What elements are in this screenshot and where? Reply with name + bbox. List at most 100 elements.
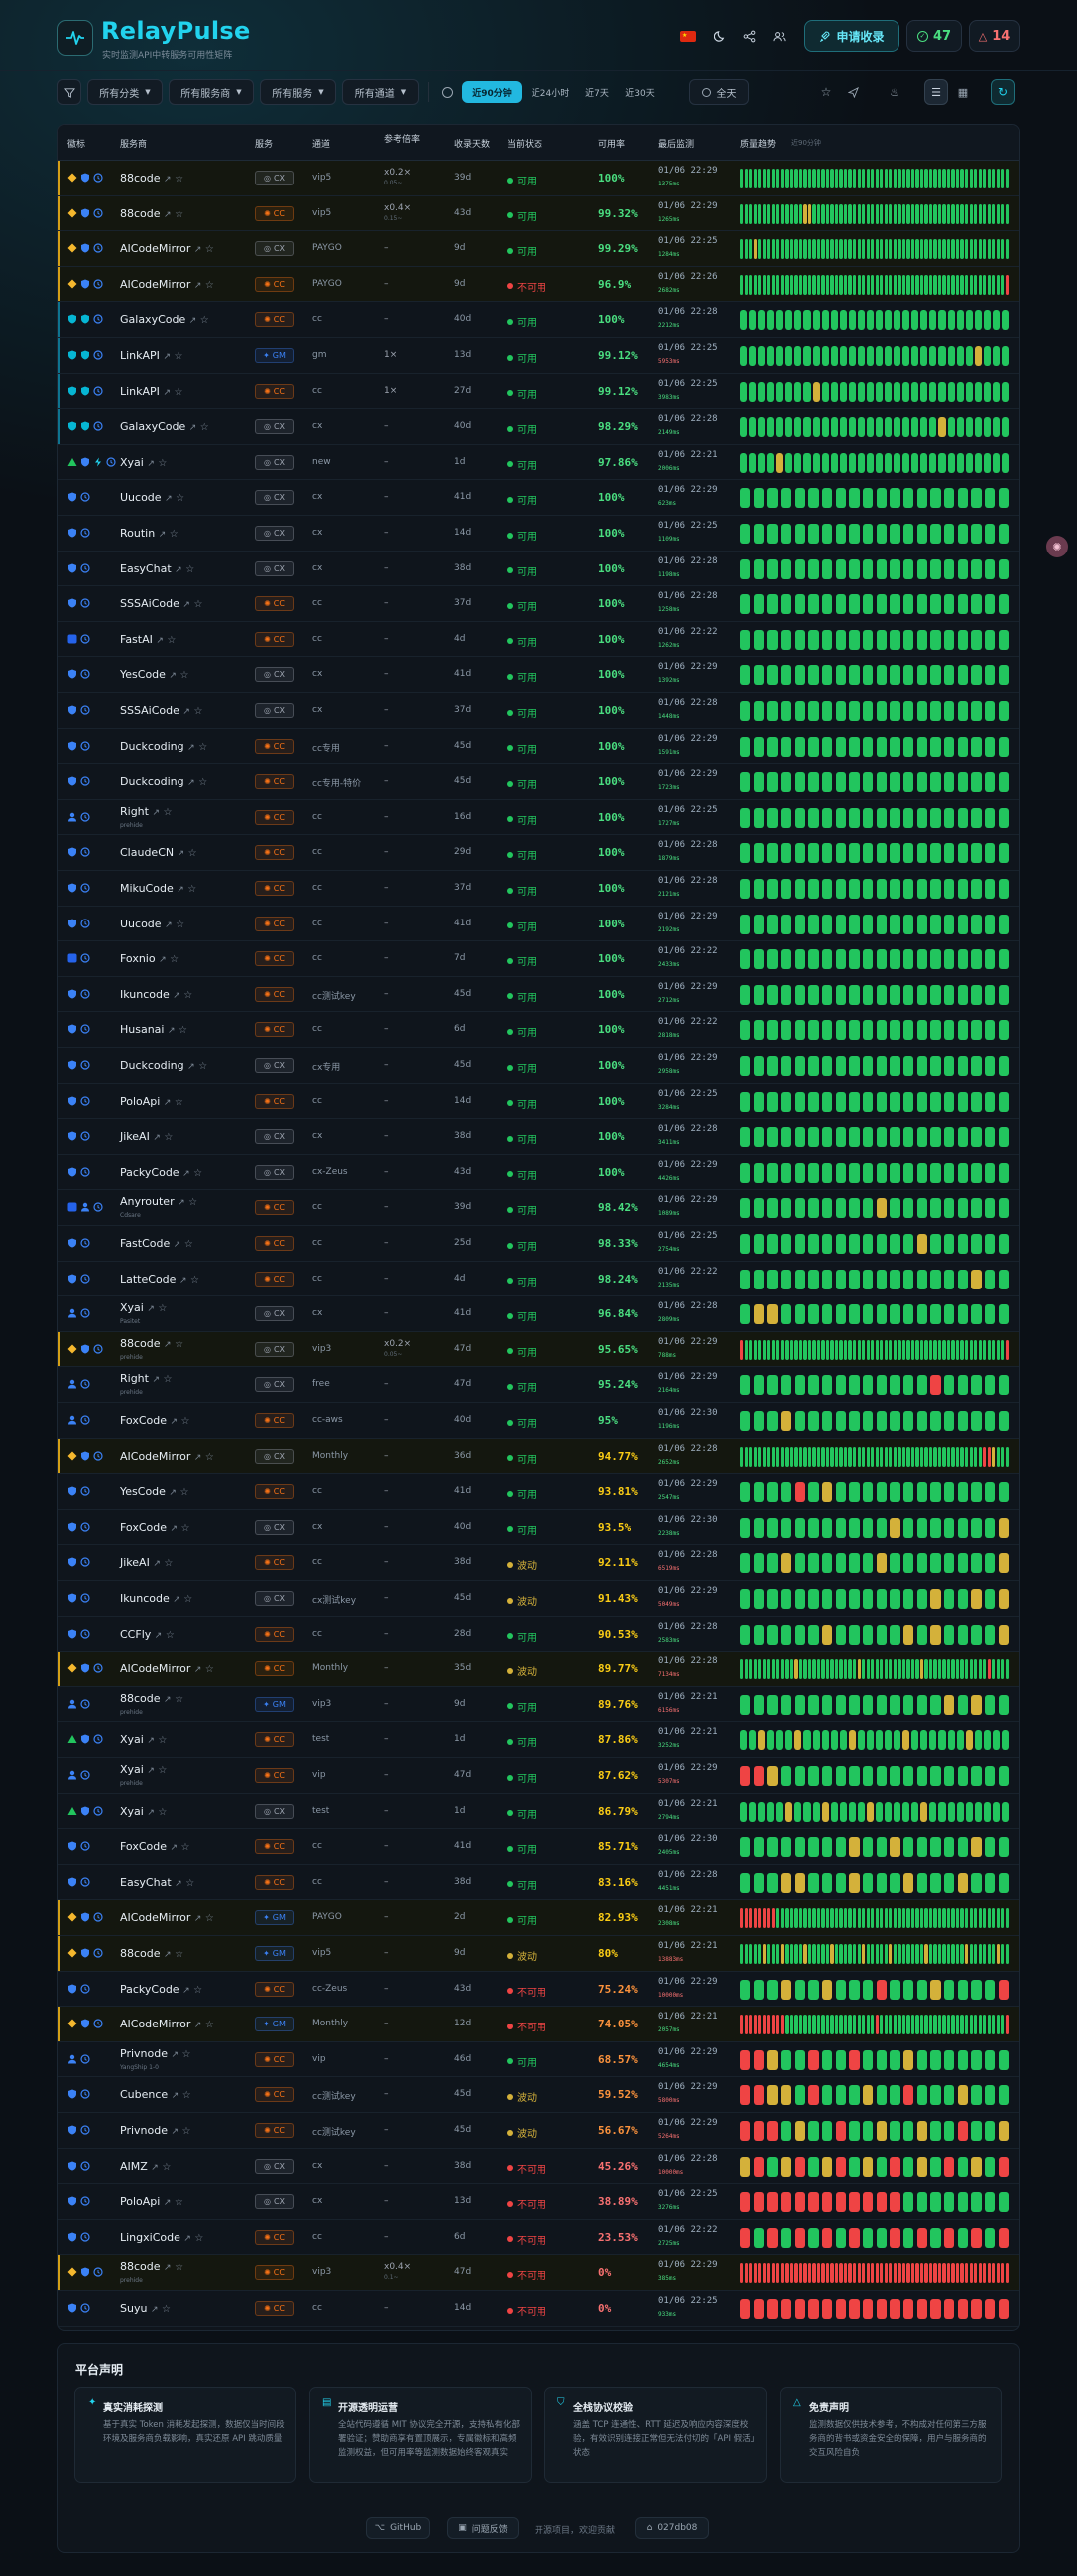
trend-bar[interactable] bbox=[808, 1056, 819, 1076]
trend-bar[interactable] bbox=[843, 203, 848, 224]
trend-bar[interactable] bbox=[965, 381, 973, 402]
trend-bar[interactable] bbox=[740, 629, 751, 650]
trend-bar[interactable] bbox=[876, 1234, 887, 1254]
trend-bar[interactable] bbox=[998, 629, 1009, 650]
trend-bar[interactable] bbox=[985, 843, 996, 864]
trend-bar[interactable] bbox=[803, 169, 807, 188]
trend-bar[interactable] bbox=[916, 1056, 927, 1076]
trend-bar[interactable] bbox=[906, 274, 910, 295]
favorite-star-icon[interactable]: ☆ bbox=[164, 1558, 174, 1570]
trend-bar[interactable] bbox=[971, 879, 982, 899]
trend-bar[interactable] bbox=[740, 1162, 751, 1183]
trend-bar[interactable] bbox=[998, 984, 1009, 1005]
trend-bar[interactable] bbox=[794, 1553, 805, 1574]
table-row[interactable]: AICodeMirror ↗ ☆ ✦ GM Monthly –12d 不可用 74.05% 0… bbox=[58, 2007, 1019, 2042]
trend-bar[interactable] bbox=[794, 1517, 805, 1538]
trend-bar[interactable] bbox=[992, 310, 1000, 331]
trend-bar[interactable] bbox=[807, 1908, 812, 1929]
trend-bar[interactable] bbox=[942, 2263, 946, 2284]
trend-bar[interactable] bbox=[781, 2156, 792, 2177]
trend-bar[interactable] bbox=[933, 1659, 937, 1680]
trend-bar[interactable] bbox=[947, 1730, 955, 1751]
trend-bar[interactable] bbox=[937, 2263, 942, 2284]
trend-bar[interactable] bbox=[740, 1411, 751, 1431]
trend-bar[interactable] bbox=[903, 701, 914, 721]
trend-bar[interactable] bbox=[957, 772, 968, 793]
external-link-icon[interactable]: ↗ bbox=[175, 564, 182, 575]
trend-bar[interactable] bbox=[978, 1944, 982, 1964]
external-link-icon[interactable]: ↗ bbox=[182, 600, 190, 611]
trend-bar[interactable] bbox=[749, 1339, 753, 1360]
trend-bar[interactable] bbox=[903, 843, 914, 864]
trend-bar[interactable] bbox=[822, 2156, 833, 2177]
trend-bar[interactable] bbox=[822, 1694, 833, 1715]
trend-bar[interactable] bbox=[789, 274, 794, 295]
trend-bar[interactable] bbox=[903, 949, 914, 970]
trend-bar[interactable] bbox=[767, 984, 778, 1005]
trend-bar[interactable] bbox=[822, 629, 833, 650]
trend-bar[interactable] bbox=[876, 843, 887, 864]
trend-bar[interactable] bbox=[898, 169, 901, 188]
trend-bar[interactable] bbox=[753, 1339, 757, 1360]
trend-bar[interactable] bbox=[839, 2015, 843, 2035]
col-badge[interactable]: 徽标 bbox=[67, 140, 86, 150]
trend-bar[interactable] bbox=[974, 1801, 982, 1822]
trend-bar[interactable] bbox=[916, 1837, 927, 1858]
trend-bar[interactable] bbox=[744, 1339, 748, 1360]
trend-bar[interactable] bbox=[983, 274, 987, 295]
trend-bar[interactable] bbox=[928, 1908, 933, 1929]
trend-bar[interactable] bbox=[911, 1801, 919, 1822]
trend-bar[interactable] bbox=[893, 169, 897, 188]
trend-bar[interactable] bbox=[771, 274, 775, 295]
trend-bar[interactable] bbox=[876, 1056, 887, 1076]
trend-bar[interactable] bbox=[807, 203, 812, 224]
trend-bar[interactable] bbox=[919, 2263, 924, 2284]
trend-bar[interactable] bbox=[835, 914, 846, 934]
trend-bar[interactable] bbox=[985, 2192, 996, 2213]
trend-bar[interactable] bbox=[871, 2015, 875, 2035]
trend-bar[interactable] bbox=[753, 843, 764, 864]
trend-bar[interactable] bbox=[780, 203, 784, 224]
provider-name[interactable]: SSSAiCode bbox=[120, 704, 180, 717]
trend-bar[interactable] bbox=[830, 1944, 834, 1964]
trend-bar[interactable] bbox=[808, 2049, 819, 2070]
trend-bar[interactable] bbox=[969, 169, 973, 188]
trend-bar[interactable] bbox=[785, 1339, 789, 1360]
trend-bar[interactable] bbox=[937, 1446, 942, 1467]
trend-bar[interactable] bbox=[915, 203, 919, 224]
external-link-icon[interactable]: ↗ bbox=[163, 352, 171, 362]
provider-name[interactable]: EasyChat bbox=[120, 561, 172, 575]
table-row[interactable]: 88code ↗ ☆ ◎ CX vip5 x0.2× 0.05~ 39d 可用 100% 01/0… bbox=[58, 161, 1019, 196]
trend-bar[interactable] bbox=[985, 2085, 996, 2106]
provider-name[interactable]: Xyai bbox=[120, 1733, 144, 1747]
table-row[interactable]: AIMZ ↗ ☆ ◎ CX cx –38d 不可用 45.26% 01/06 22:28 100… bbox=[58, 2149, 1019, 2185]
trend-bar[interactable] bbox=[957, 914, 968, 934]
trend-bar[interactable] bbox=[890, 736, 900, 757]
trend-bar[interactable] bbox=[853, 274, 857, 295]
trend-bar[interactable] bbox=[871, 274, 875, 295]
table-row[interactable]: MikuCode ↗ ☆ ✺ CC cc –37d 可用 100% 01/06 22:28 21… bbox=[58, 871, 1019, 907]
trend-bar[interactable] bbox=[890, 1127, 900, 1148]
trend-bar[interactable] bbox=[848, 169, 852, 188]
trend-bar[interactable] bbox=[971, 1872, 982, 1893]
trend-bar[interactable] bbox=[957, 1091, 968, 1112]
trend-bar[interactable] bbox=[821, 239, 825, 260]
trend-bar[interactable] bbox=[758, 1908, 762, 1929]
trend-bar[interactable] bbox=[762, 1908, 766, 1929]
trend-bar[interactable] bbox=[798, 2263, 803, 2284]
external-link-icon[interactable]: ↗ bbox=[193, 245, 202, 256]
trend-bar[interactable] bbox=[776, 203, 780, 224]
trend-bar[interactable] bbox=[853, 1944, 857, 1964]
external-link-icon[interactable]: ↗ bbox=[156, 635, 164, 646]
trend-bar[interactable] bbox=[933, 274, 937, 295]
trend-bar[interactable] bbox=[767, 1304, 778, 1325]
trend-bar[interactable] bbox=[785, 2263, 789, 2284]
trend-bar[interactable] bbox=[781, 524, 792, 544]
trend-bar[interactable] bbox=[876, 1553, 887, 1574]
trend-bar[interactable] bbox=[971, 558, 982, 579]
external-link-icon[interactable]: ↗ bbox=[147, 1736, 155, 1747]
trend-bar[interactable] bbox=[996, 2015, 1000, 2035]
trend-bar[interactable] bbox=[822, 1269, 833, 1289]
trend-bar[interactable] bbox=[753, 629, 764, 650]
trend-bar[interactable] bbox=[890, 488, 900, 509]
